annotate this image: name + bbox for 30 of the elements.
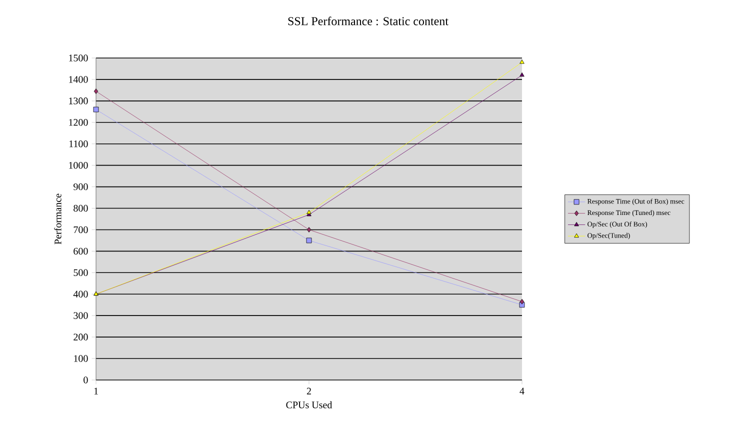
y-tick-label: 600 (74, 248, 88, 255)
x-tick-label: 4 (520, 388, 524, 394)
y-tick-label: 1300 (69, 98, 88, 104)
point (93, 106, 99, 112)
y-tick-label: 800 (74, 204, 88, 212)
y-tick-label: 300 (74, 312, 88, 319)
point (306, 227, 312, 232)
point (520, 60, 524, 64)
point (306, 238, 312, 244)
y-tick-label: 1500 (69, 54, 88, 62)
y-tick-label: 700 (74, 226, 88, 234)
y-tick-label: 1200 (69, 119, 88, 126)
y-tick-label: 200 (74, 334, 88, 340)
y-tick-label: 400 (73, 290, 88, 298)
point (520, 298, 524, 304)
y-tick-label: 0 (84, 376, 88, 384)
point (520, 72, 524, 77)
x-tick-label: 2 (306, 388, 311, 394)
y-tick-label: 500 (74, 269, 88, 276)
y-tick-label: 100 (74, 355, 88, 362)
point (306, 210, 312, 214)
y-tick-label: 1400 (69, 76, 88, 83)
chart-title: SSL Performance : Static content (288, 16, 448, 26)
y-tick-label: 900 (74, 183, 88, 190)
y-axis-title: Performance (54, 194, 62, 244)
point (94, 88, 98, 94)
x-tick-label: 1 (94, 388, 98, 394)
y-tick-label: 1100 (69, 140, 88, 148)
y-tick-label: 1000 (69, 162, 88, 169)
x-axis-title: CPUs Used (286, 401, 332, 408)
